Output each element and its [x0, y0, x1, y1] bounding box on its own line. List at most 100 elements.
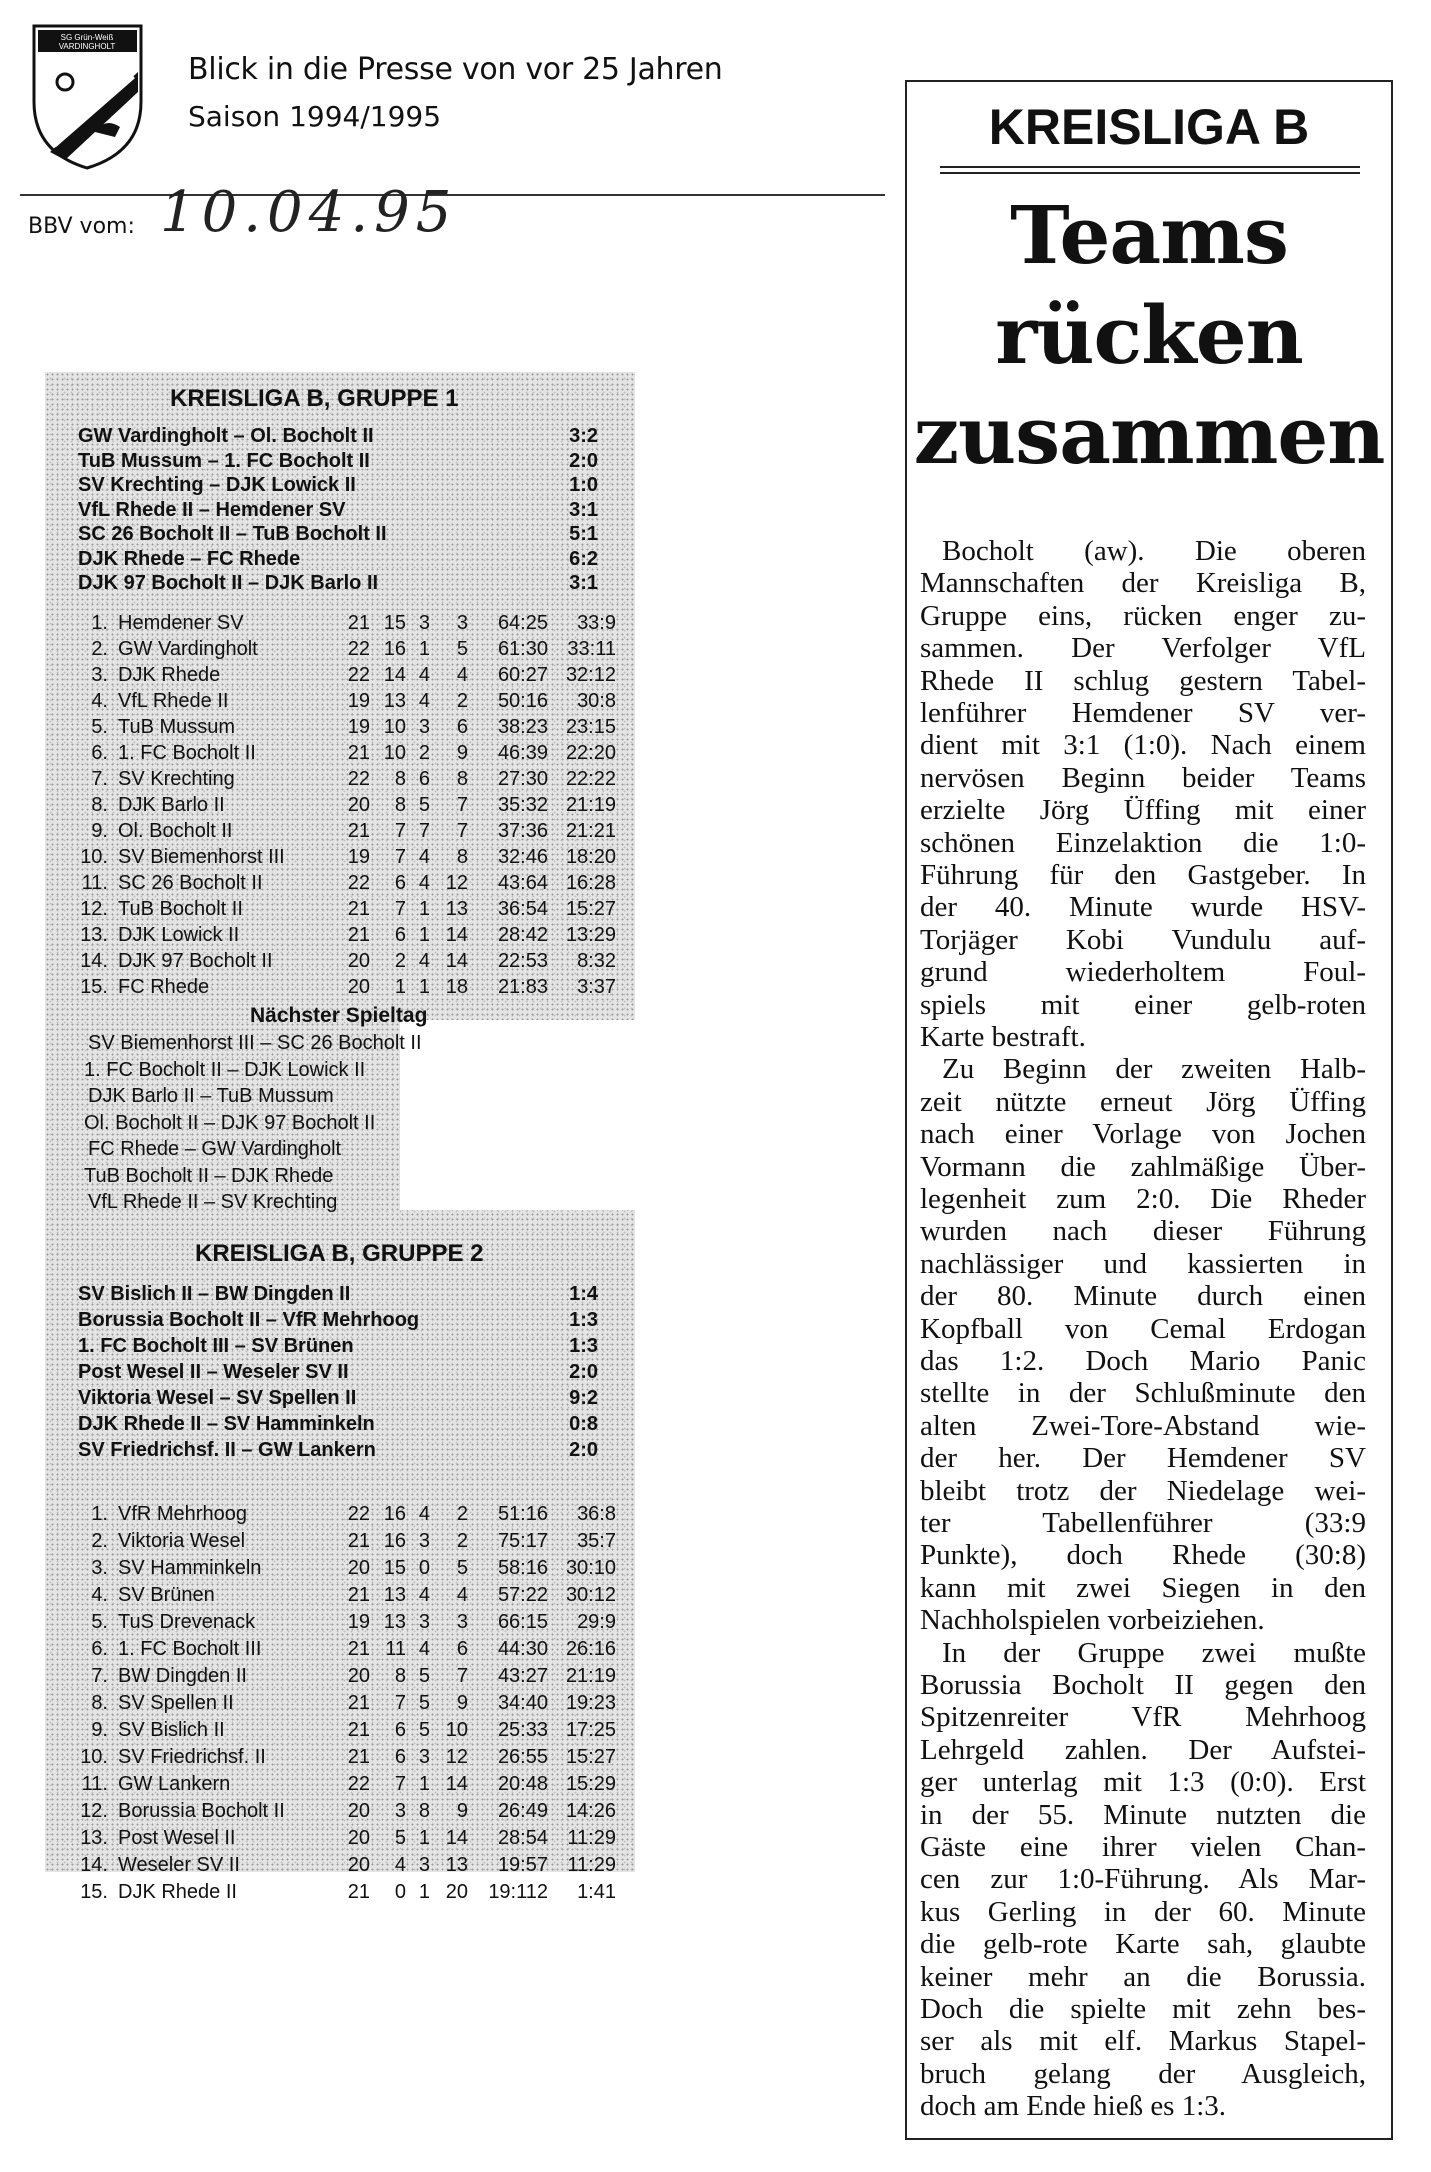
- standings-team: BW Dingden II: [118, 1665, 247, 1687]
- standings-won: 8: [394, 794, 406, 816]
- standings-goals: 36:54: [497, 898, 548, 920]
- standings-team: SC 26 Bocholt II: [118, 872, 263, 894]
- match-score: 2:0: [569, 1439, 598, 1461]
- standings-team: FC Rhede: [118, 976, 210, 998]
- standings-goals: 66:15: [497, 1611, 548, 1633]
- standings-lost: 14: [445, 924, 468, 946]
- standings-won: 11: [385, 1638, 406, 1660]
- article-line: ser als mit elf. Markus Stapel-: [920, 2025, 1366, 2058]
- standings-goals: 57:22: [497, 1584, 548, 1606]
- standings-lost: 5: [456, 1557, 468, 1579]
- svg-text:VARDINGHOLT: VARDINGHOLT: [59, 42, 116, 51]
- match-score: 9:2: [569, 1387, 598, 1409]
- standings-row: 1. Hemdener SV 21 15 3 3 64:25 33:9: [78, 612, 618, 638]
- article-line: Doch die spielte mit zehn bes-: [920, 1993, 1366, 2025]
- standings-team: Hemdener SV: [118, 612, 244, 634]
- standings-goals: 32:46: [497, 846, 548, 868]
- standings-played: 21: [347, 1746, 370, 1768]
- result-row: TuB Mussum – 1. FC Bocholt II 2:0: [78, 450, 598, 475]
- standings-won: 6: [394, 1719, 406, 1741]
- standings-played: 21: [347, 1530, 370, 1552]
- standings-won: 3: [394, 1800, 406, 1822]
- standings-played: 22: [347, 1773, 370, 1795]
- standings-team: DJK Lowick II: [118, 924, 240, 946]
- standings-rank: 9.: [91, 820, 108, 842]
- standings-rank: 3.: [91, 1557, 108, 1579]
- standings-rank: 1.: [91, 1503, 108, 1525]
- standings-won: 7: [394, 898, 406, 920]
- standings-lost: 9: [456, 742, 468, 764]
- match-score: 1:3: [569, 1335, 598, 1357]
- standings-team: Borussia Bocholt II: [118, 1800, 285, 1822]
- article-line: Punkte), doch Rhede (30:8): [920, 1539, 1366, 1572]
- result-row: DJK 97 Bocholt II – DJK Barlo II 3:1: [78, 572, 598, 597]
- standings-rank: 4.: [91, 690, 108, 712]
- standings-drawn: 1: [418, 1881, 430, 1903]
- standings-played: 19: [347, 846, 370, 868]
- standings-drawn: 5: [418, 1692, 430, 1714]
- standings-drawn: 3: [418, 1530, 430, 1552]
- standings-lost: 9: [456, 1800, 468, 1822]
- standings-won: 6: [394, 1746, 406, 1768]
- standings-played: 21: [347, 898, 370, 920]
- standings-goals: 61:30: [497, 638, 548, 660]
- article-line: Spitzenreiter VfR Mehrhoog: [920, 1701, 1366, 1734]
- standings-played: 20: [347, 1800, 370, 1822]
- article-line: Führung für den Gastgeber. In: [920, 859, 1366, 891]
- article-line: ger unterlag mit 1:3 (0:0). Erst: [920, 1766, 1366, 1799]
- next-match: VfL Rhede II – SV Krechting: [88, 1191, 338, 1213]
- standings-row: 6. 1. FC Bocholt II 21 10 2 9 46:39 22:20: [78, 742, 618, 768]
- match-score: 3:1: [569, 498, 598, 521]
- standings-goals: 28:54: [497, 1827, 548, 1849]
- match-score: 2:0: [569, 449, 598, 472]
- standings-drawn: 1: [418, 638, 430, 660]
- club-logo: SG Grün-Weiß VARDINGHOLT: [30, 22, 145, 172]
- article-line: die gelb-rote Karte sah, glaubte: [920, 1928, 1366, 1961]
- article-line: sammen. Der Verfolger VfL: [920, 632, 1366, 665]
- standings-goals: 26:49: [497, 1800, 548, 1822]
- standings-played: 21: [347, 612, 370, 634]
- standings-points: 13:29: [565, 924, 616, 946]
- result-row: SV Bislich II – BW Dingden II 1:4: [78, 1283, 598, 1308]
- standings-row: 13. Post Wesel II 20 5 1 14 28:54 11:29: [78, 1827, 618, 1853]
- standings-drawn: 4: [418, 950, 430, 972]
- standings-won: 10: [383, 742, 406, 764]
- standings-won: 13: [383, 1584, 406, 1606]
- standings-points: 18:20: [565, 846, 616, 868]
- standings-played: 21: [347, 1881, 370, 1903]
- article-line: in der 55. Minute nutzten die: [920, 1798, 1366, 1831]
- standings-goals: 37:36: [497, 820, 548, 842]
- standings-won: 16: [383, 1503, 406, 1525]
- article-line: kann mit zwei Siegen in den: [920, 1571, 1366, 1604]
- match-score: 3:2: [569, 425, 598, 447]
- standings-played: 21: [347, 1584, 370, 1606]
- standings-points: 21:19: [565, 1665, 616, 1687]
- standings-lost: 4: [456, 664, 468, 686]
- standings-points: 11:29: [567, 1854, 616, 1876]
- article-line: Vormann die zahlmäßige Über-: [920, 1150, 1366, 1183]
- match-teams: VfL Rhede II – Hemdener SV: [78, 498, 346, 521]
- standings-points: 30:8: [577, 690, 616, 712]
- standings-lost: 14: [445, 1773, 468, 1795]
- article-line: Karte bestraft.: [920, 1021, 1086, 1053]
- standings-played: 21: [347, 1719, 370, 1741]
- next-match: Ol. Bocholt II – DJK 97 Bocholt II: [84, 1111, 376, 1134]
- standings-rank: 13.: [80, 1827, 108, 1849]
- standings-team: 1. FC Bocholt II: [118, 742, 256, 764]
- standings-team: SV Krechting: [118, 768, 235, 790]
- standings-won: 0: [394, 1881, 406, 1903]
- standings-team: SV Friedrichsf. II: [118, 1746, 266, 1768]
- standings-rank: 4.: [91, 1584, 108, 1606]
- standings-goals: 51:16: [497, 1503, 548, 1525]
- standings-rank: 1.: [91, 612, 108, 634]
- page-title: Blick in die Presse von vor 25 Jahren: [188, 52, 723, 87]
- result-row: Post Wesel II – Weseler SV II 2:0: [78, 1361, 598, 1386]
- standings-lost: 10: [445, 1719, 468, 1741]
- standings-lost: 8: [456, 768, 468, 790]
- article-line: keiner mehr an die Borussia.: [920, 1960, 1366, 1993]
- standings-points: 15:27: [565, 1746, 616, 1768]
- standings-rank: 14.: [80, 950, 108, 972]
- standings-rank: 11.: [81, 872, 108, 894]
- standings-drawn: 5: [418, 1719, 430, 1741]
- article-line: Bocholt (aw). Die oberen: [942, 535, 1366, 567]
